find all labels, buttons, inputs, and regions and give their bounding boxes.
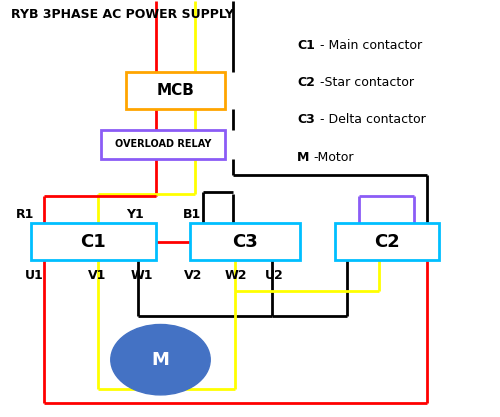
Text: C2: C2: [297, 76, 315, 89]
FancyBboxPatch shape: [334, 223, 439, 260]
Text: U1: U1: [26, 269, 44, 281]
Text: C1: C1: [297, 39, 315, 52]
Text: M: M: [152, 351, 170, 369]
FancyBboxPatch shape: [31, 223, 156, 260]
FancyBboxPatch shape: [126, 72, 225, 109]
Text: -Motor: -Motor: [313, 151, 354, 163]
Text: W2: W2: [224, 269, 246, 281]
Text: C3: C3: [297, 113, 315, 126]
FancyBboxPatch shape: [190, 223, 300, 260]
Text: V2: V2: [184, 269, 202, 281]
Text: C2: C2: [374, 233, 400, 251]
Text: U2: U2: [265, 269, 283, 281]
Text: RYB 3PHASE AC POWER SUPPLY: RYB 3PHASE AC POWER SUPPLY: [12, 8, 234, 20]
Text: C3: C3: [232, 233, 258, 251]
FancyBboxPatch shape: [101, 130, 225, 159]
Ellipse shape: [111, 324, 210, 395]
Text: OVERLOAD RELAY: OVERLOAD RELAY: [115, 139, 211, 149]
Text: Y1: Y1: [126, 208, 144, 221]
Text: M: M: [297, 151, 310, 163]
Text: - Main contactor: - Main contactor: [320, 39, 422, 52]
Text: B1: B1: [183, 208, 201, 221]
Text: - Delta contactor: - Delta contactor: [320, 113, 426, 126]
Text: R1: R1: [16, 208, 34, 221]
Text: W1: W1: [130, 269, 153, 281]
Text: -Star contactor: -Star contactor: [320, 76, 414, 89]
Text: MCB: MCB: [156, 83, 194, 98]
Text: V1: V1: [88, 269, 107, 281]
Text: C1: C1: [80, 233, 106, 251]
